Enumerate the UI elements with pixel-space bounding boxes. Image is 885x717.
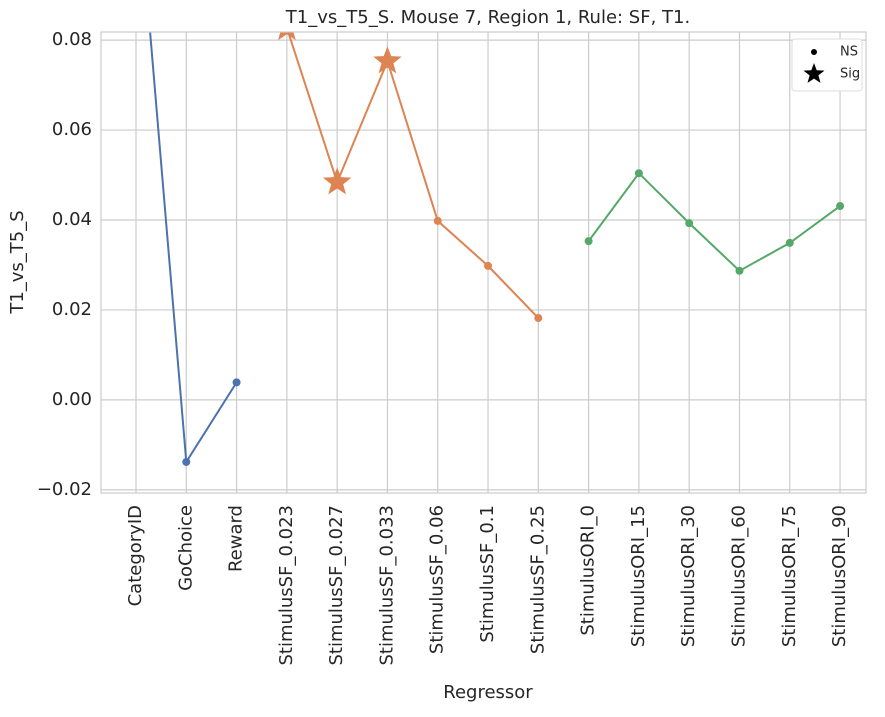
y-tick-label: 0.02 [52, 299, 92, 320]
x-tick-label: StimulusORI_15 [628, 505, 649, 647]
x-tick-label: Reward [226, 505, 247, 572]
legend-marker [803, 63, 825, 83]
point-marker [433, 216, 442, 225]
legend-label: NS [840, 45, 858, 60]
axes: −0.02 0.00 0.02 0.04 0.06 0.08 CategoryID GoCho… [37, 29, 850, 665]
x-tick-label: StimulusSF_0.033 [376, 505, 397, 666]
y-tick-label: 0.06 [52, 119, 92, 140]
legend-marker [811, 49, 817, 55]
x-tick-label: StimulusORI_30 [678, 505, 699, 647]
y-tick-label: 0.04 [52, 209, 92, 230]
sig-marker [322, 167, 352, 195]
x-tick-label: StimulusSF_0.25 [527, 505, 548, 654]
point-marker [484, 261, 493, 270]
x-tick-label: StimulusSF_0.06 [427, 505, 448, 654]
y-tick-label: −0.02 [37, 479, 92, 500]
x-tick-label: StimulusORI_90 [829, 505, 850, 647]
sig-marker [373, 46, 402, 74]
sig-marker [278, 32, 296, 41]
x-axis-label: Regressor [443, 682, 533, 703]
legend: NS Sig [791, 38, 863, 92]
series-line [287, 32, 540, 319]
point-marker [685, 219, 694, 228]
y-tick-label: 0.00 [52, 389, 92, 410]
x-tick-label: StimulusORI_60 [728, 505, 749, 647]
x-tick-label: StimulusSF_0.1 [477, 505, 498, 643]
point-marker [836, 202, 845, 211]
point-marker [785, 238, 794, 247]
x-tick-label: CategoryID [125, 505, 146, 606]
point-marker [534, 314, 543, 323]
x-tick-label: StimulusORI_0 [578, 505, 599, 636]
chart-title: T1_vs_T5_S. Mouse 7, Region 1, Rule: SF,… [285, 7, 690, 28]
x-tick-label: StimulusSF_0.023 [276, 505, 297, 666]
point-marker [584, 237, 593, 246]
x-tick-label: StimulusSF_0.027 [326, 505, 347, 666]
y-axis-label: T1_vs_T5_S [7, 210, 28, 314]
point-marker [735, 266, 744, 275]
series-line [587, 171, 841, 273]
plot-frame [100, 31, 867, 494]
x-tick-label: StimulusORI_75 [779, 505, 800, 647]
plot-area [149, 32, 845, 466]
point-marker [634, 169, 643, 178]
grid [101, 32, 866, 493]
point-marker [232, 378, 241, 387]
y-tick-label: 0.08 [52, 29, 92, 50]
point-marker [182, 457, 191, 466]
x-tick-label: GoChoice [175, 505, 196, 591]
legend-label: Sig [840, 67, 860, 82]
